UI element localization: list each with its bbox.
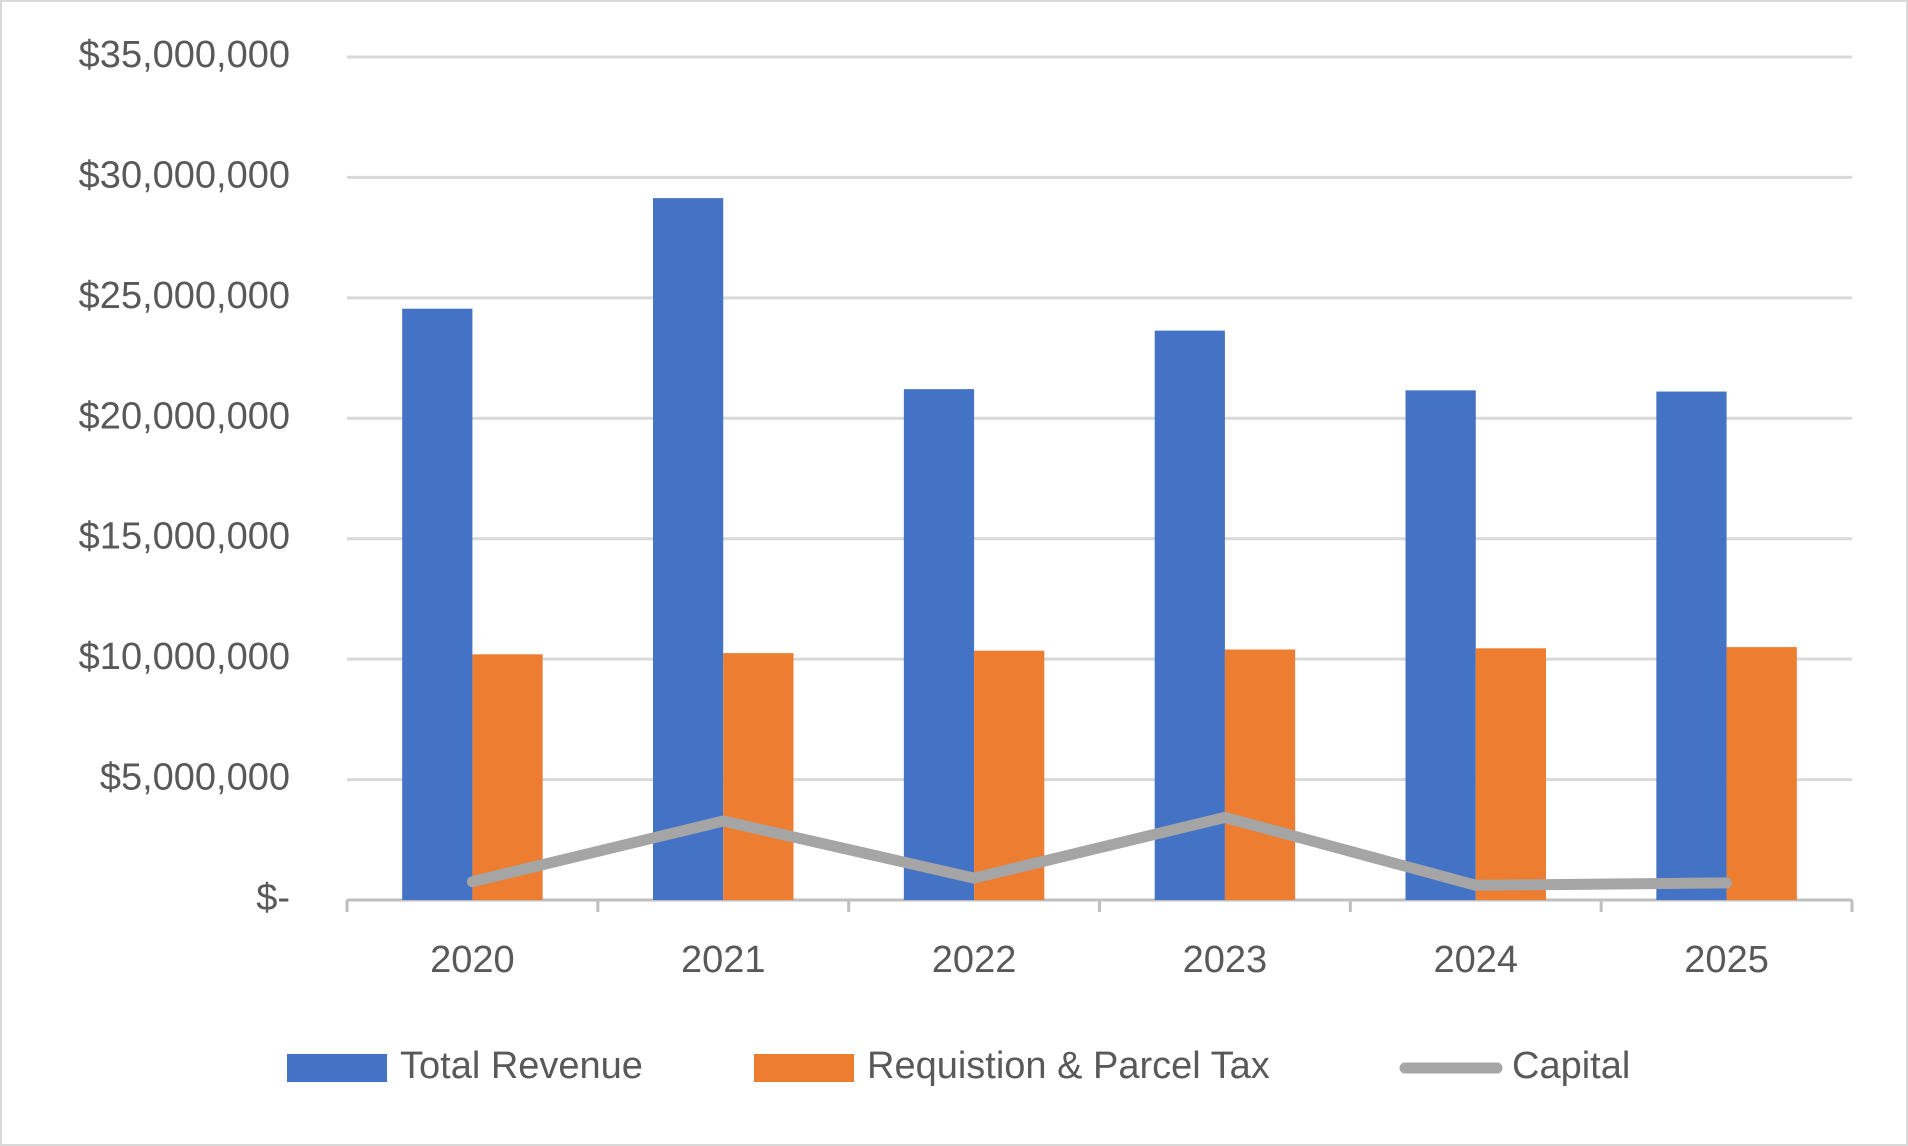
bar (402, 308, 473, 901)
legend-swatch (287, 1054, 387, 1082)
bar (1475, 648, 1546, 900)
legend-swatch (754, 1054, 854, 1082)
y-tick-label: $35,000,000 (79, 34, 290, 76)
x-tick-label: 2020 (430, 939, 515, 981)
x-tick-label: 2023 (1183, 939, 1268, 981)
y-tick-label: $25,000,000 (79, 275, 290, 317)
legend-label: Capital (1512, 1045, 1630, 1087)
bar (1224, 649, 1296, 900)
bar (472, 654, 543, 900)
legend-label: Total Revenue (400, 1045, 643, 1087)
bar (1726, 647, 1797, 900)
y-tick-label: $- (256, 877, 290, 919)
line (466, 811, 1733, 891)
bar (1656, 391, 1727, 900)
bar (1405, 390, 1476, 900)
y-tick-label: $20,000,000 (79, 395, 290, 437)
y-tick-label: $5,000,000 (100, 757, 290, 799)
bar (653, 198, 724, 901)
legend-label: Requistion & Parcel Tax (867, 1045, 1270, 1087)
bar (1154, 330, 1225, 900)
y-tick-label: $15,000,000 (79, 516, 290, 558)
x-tick-label: 2021 (681, 939, 766, 981)
y-tick-label: $10,000,000 (79, 636, 290, 678)
x-tick-label: 2022 (932, 939, 1017, 981)
x-tick-label: 2024 (1433, 939, 1518, 981)
y-tick-label: $30,000,000 (79, 154, 290, 196)
bar (723, 653, 794, 900)
x-tick-label: 2025 (1684, 939, 1769, 981)
bar (903, 389, 975, 900)
